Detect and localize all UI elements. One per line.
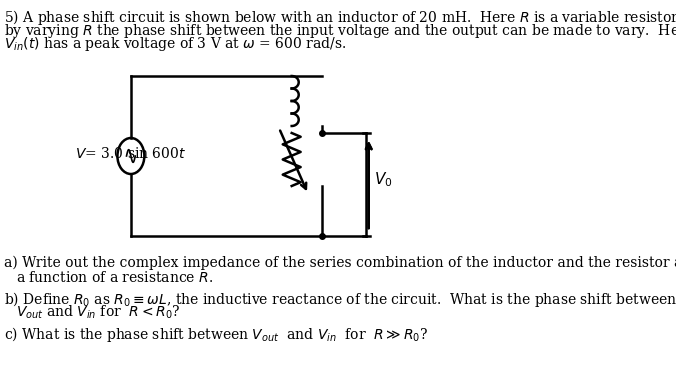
Text: b) Define $R_0$ as $R_0 \equiv \omega L$, the inductive reactance of the circuit: b) Define $R_0$ as $R_0 \equiv \omega L$… [4, 290, 676, 309]
Text: $V_0$: $V_0$ [374, 170, 393, 189]
Text: by varying $R$ the phase shift between the input voltage and the output can be m: by varying $R$ the phase shift between t… [4, 22, 676, 39]
Text: $V_{out}$ and $V_{in}$ for  $R < R_0$?: $V_{out}$ and $V_{in}$ for $R < R_0$? [16, 303, 181, 321]
Text: a function of a resistance $R$.: a function of a resistance $R$. [16, 269, 214, 285]
Text: 5) A phase shift circuit is shown below with an inductor of 20 mH.  Here $R$ is : 5) A phase shift circuit is shown below … [4, 8, 676, 27]
Text: c) What is the phase shift between $V_{out}$  and $V_{in}$  for  $R \gg R_0$?: c) What is the phase shift between $V_{o… [4, 325, 428, 344]
Text: $V$= 3.0 sin 600$t$: $V$= 3.0 sin 600$t$ [75, 147, 186, 161]
Text: $V_{in}(t)$ has a peak voltage of 3 V at $\omega$ = 600 rad/s.: $V_{in}(t)$ has a peak voltage of 3 V at… [4, 35, 346, 53]
Text: a) Write out the complex impedance of the series combination of the inductor and: a) Write out the complex impedance of th… [4, 256, 676, 271]
